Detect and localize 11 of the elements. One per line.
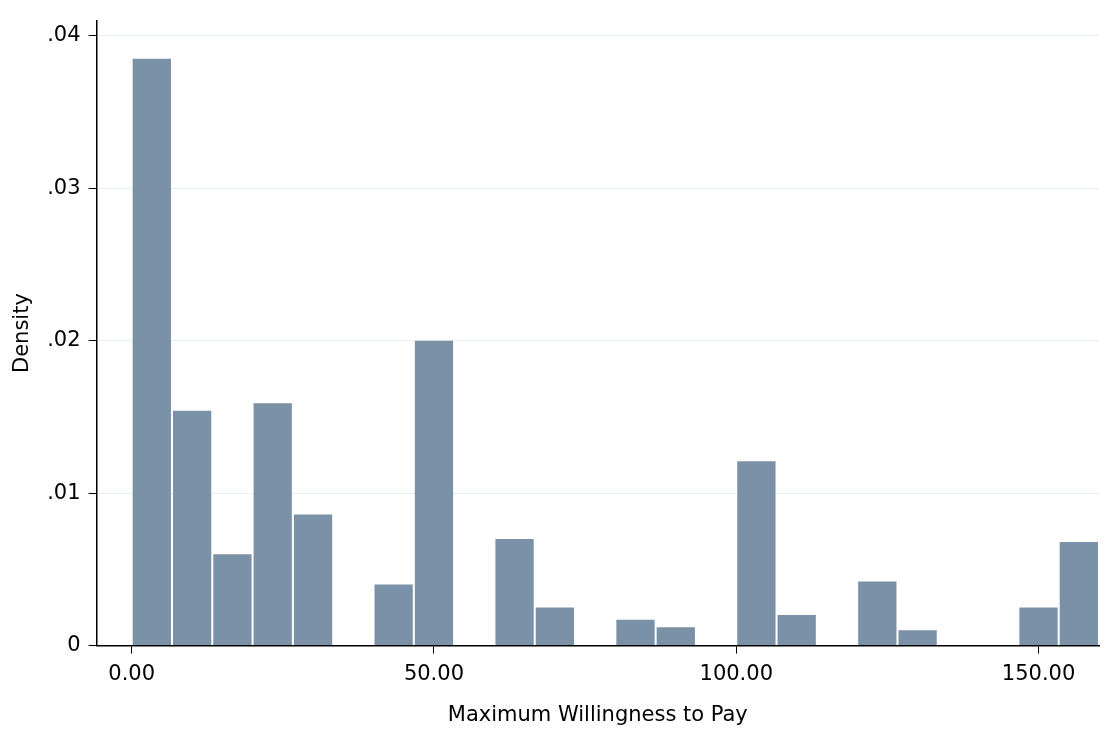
x-tick-label: 50.00 [403, 660, 465, 685]
x-tick-label: 150.00 [1001, 660, 1076, 685]
x-tick-label: 100.00 [699, 660, 773, 685]
x-axis-title: Maximum Willingness to Pay [447, 701, 748, 726]
y-tick-label: .01 [47, 479, 81, 504]
y-tick-label: .03 [47, 174, 81, 199]
y-tick-label: 0 [67, 632, 81, 657]
y-axis-title: Density [9, 293, 34, 374]
y-tick-label: .02 [47, 327, 81, 352]
y-tick-label: .04 [47, 22, 81, 47]
x-tick-label: 0.00 [108, 660, 156, 685]
